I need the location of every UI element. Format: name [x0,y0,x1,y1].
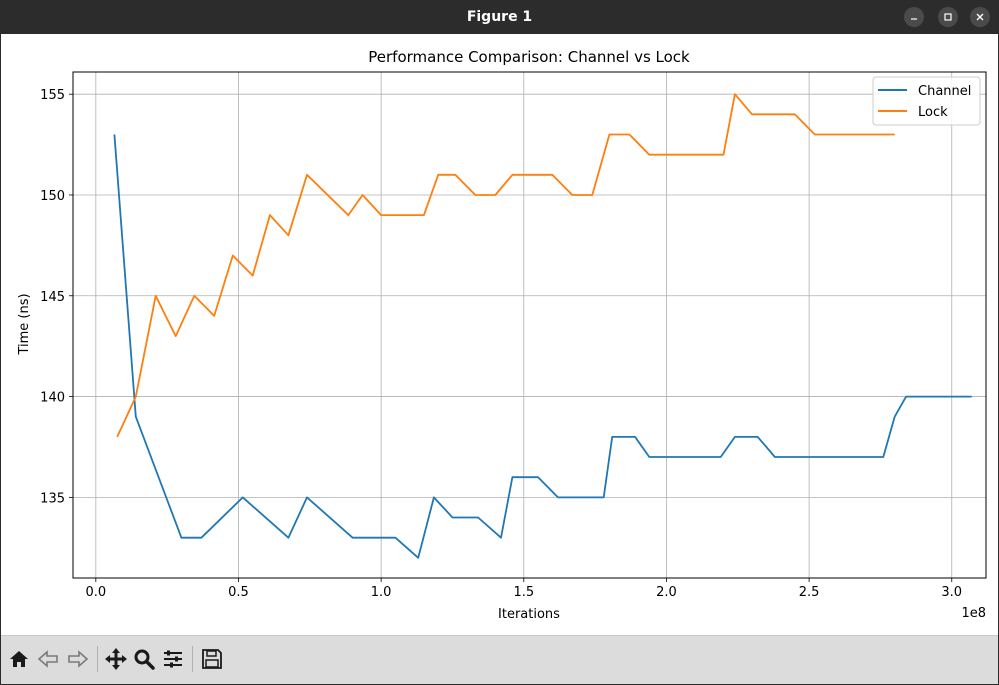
y-tick-label: 150 [40,189,65,204]
forward-icon [68,650,89,668]
y-tick-label: 140 [40,391,65,406]
x-tick-label: 1.5 [513,585,534,600]
x-tick-label: 0.5 [228,585,249,600]
y-tick-label: 135 [40,491,65,506]
pan-button[interactable] [103,646,129,672]
back-button[interactable] [35,646,61,672]
home-icon [10,651,28,667]
axis-ticks: 0.0 0.5 1.0 1.5 2.0 2.5 3.0 135 140 145 150 155 [40,88,962,600]
minimize-button[interactable] [904,7,924,27]
zoom-button[interactable] [131,646,157,672]
y-tick-label: 145 [40,290,65,305]
configure-subplots-icon [164,650,182,668]
home-button[interactable] [6,646,32,672]
maximize-icon [944,13,952,21]
x-axis-offset-label: 1e8 [961,606,986,621]
window-title: Figure 1 [466,9,533,25]
chart-title: Performance Comparison: Channel vs Lock [368,48,690,66]
maximize-button[interactable] [938,7,958,27]
x-tick-label: 0.0 [85,585,106,600]
axes-frame [72,71,987,579]
line-chart: 0.0 0.5 1.0 1.5 2.0 2.5 3.0 135 140 145 150 155 Per… [17,48,987,622]
x-axis-label: Iterations [498,607,560,622]
save-icon [202,649,222,669]
series-lines [113,93,972,559]
y-tick-label: 155 [40,88,65,103]
series-line-channel [113,134,972,559]
x-tick-label: 2.0 [656,585,677,600]
zoom-icon [134,649,155,670]
minimize-icon [911,18,917,20]
plot-canvas[interactable]: 0.0 0.5 1.0 1.5 2.0 2.5 3.0 135 140 145 150 155 Per… [1,34,998,635]
legend-lock-label: Lock [918,105,948,120]
save-button[interactable] [199,646,225,672]
x-tick-label: 3.0 [941,585,962,600]
configure-subplots-button[interactable] [160,646,186,672]
pan-icon [105,648,127,670]
back-icon [37,650,58,668]
x-tick-label: 1.0 [371,585,392,600]
grid-lines [73,72,986,578]
x-tick-label: 2.5 [799,585,820,600]
legend-channel-label: Channel [918,84,971,99]
series-line-lock [116,93,895,438]
close-button[interactable] [970,7,990,27]
forward-button[interactable] [65,646,91,672]
navigation-toolbar [1,635,998,684]
toolbar-separator [97,646,98,672]
close-icon [976,13,984,21]
toolbar-separator [192,646,193,672]
title-bar: Figure 1 [1,1,998,34]
y-axis-label: Time (ns) [17,293,32,355]
legend: Channel Lock [872,76,981,126]
